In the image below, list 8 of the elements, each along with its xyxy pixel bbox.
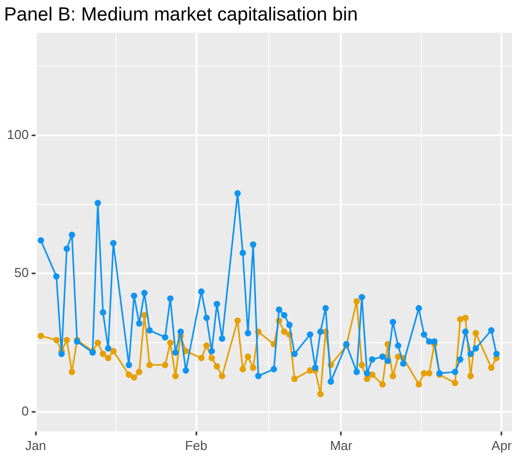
x-tick-label: Apr [492,438,512,453]
x-tick-label: Mar [330,438,354,453]
x-tick-label: Feb [184,438,208,453]
y-tick-label: 50 [14,265,29,280]
chart-title: Panel B: Medium market capitalisation bin [4,4,358,26]
y-tick-label: 100 [6,126,29,142]
y-tick-label: 0 [21,404,29,419]
x-tick-label: Jan [25,438,46,453]
